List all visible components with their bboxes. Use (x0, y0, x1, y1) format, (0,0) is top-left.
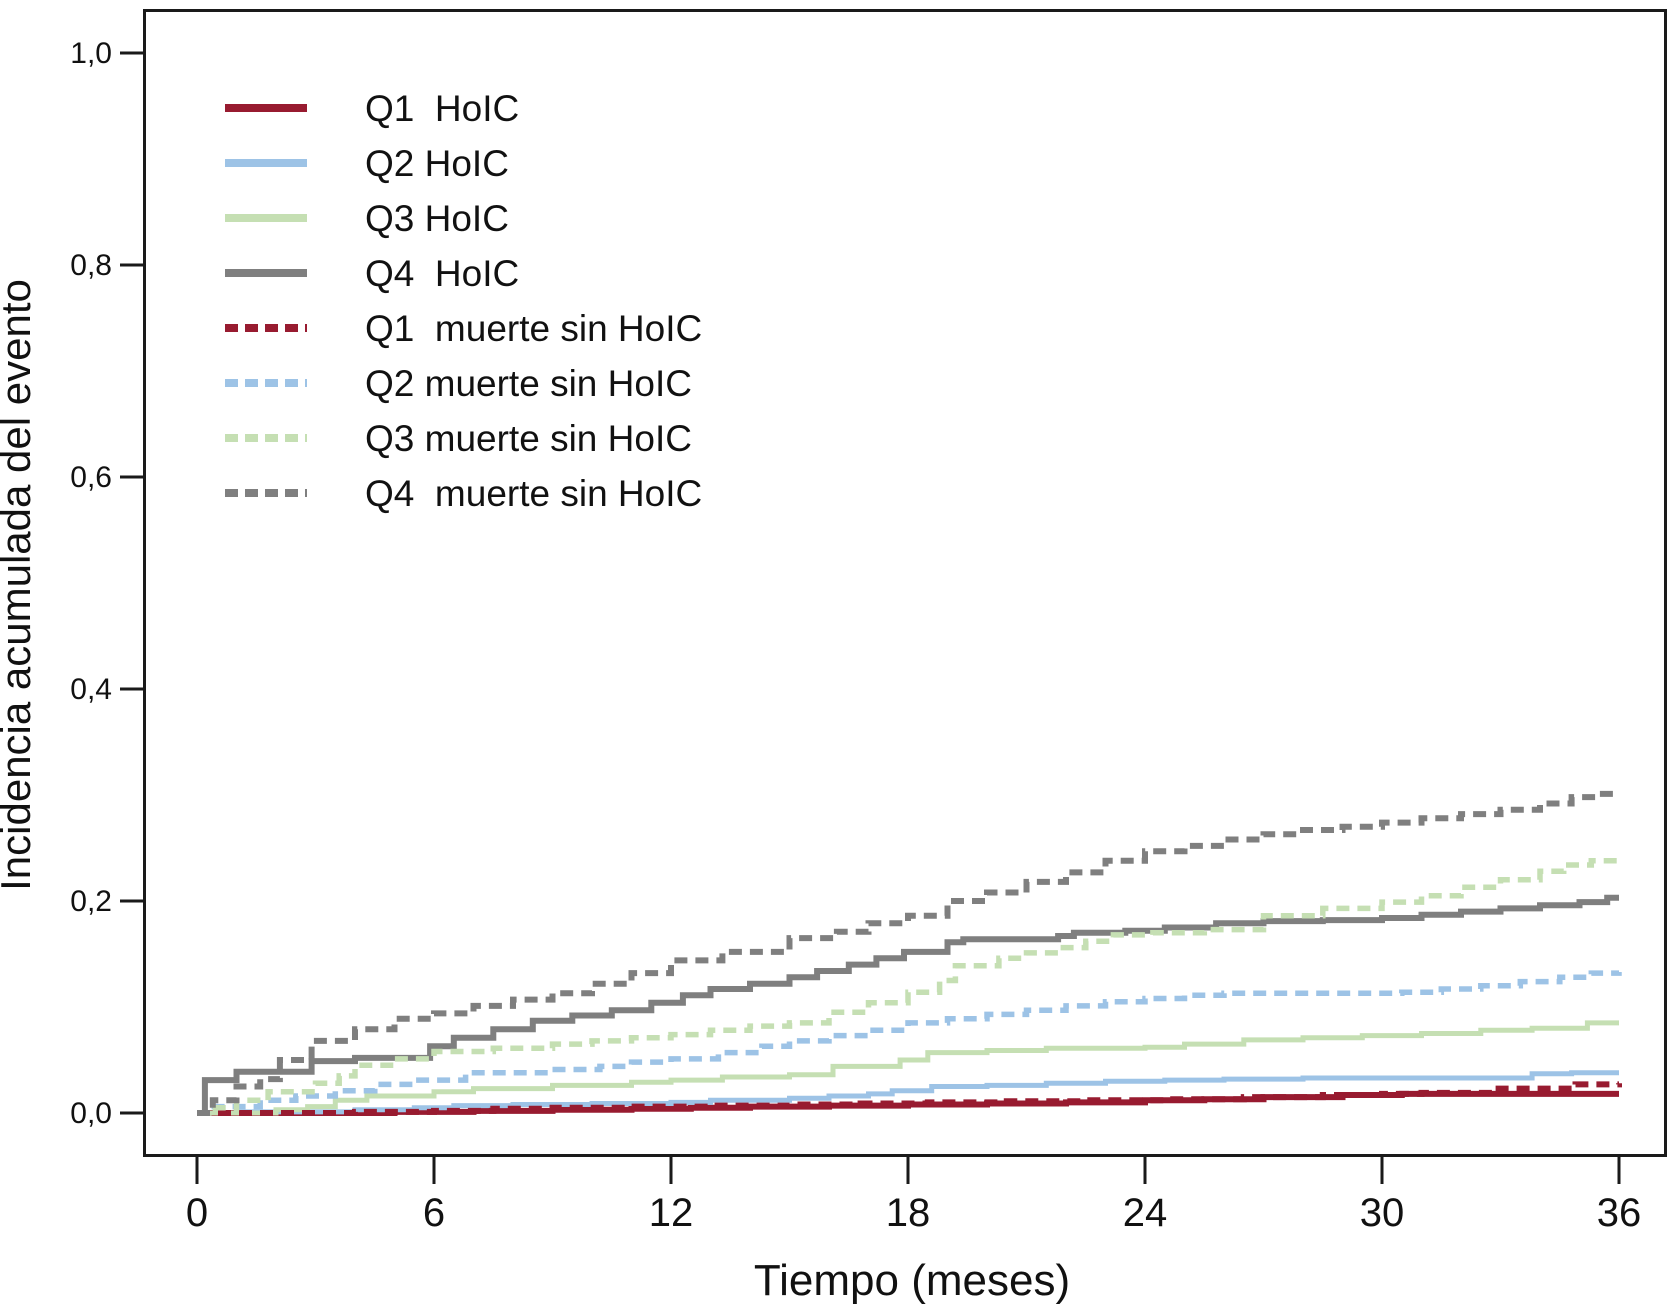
y-tick-label: 0,2 (70, 885, 112, 918)
series-q4-hoic-line (197, 894, 1619, 1116)
x-axis-ticks: 0 6 12 18 24 30 36 (186, 1156, 1641, 1235)
legend-label: Q4 HoIC (365, 253, 519, 294)
y-tick-label: 1,0 (70, 37, 112, 70)
y-tick-label: 0,6 (70, 461, 112, 494)
legend-item-4: Q4 HoIC (225, 253, 519, 294)
legend-item-1: Q1 HoIC (225, 88, 519, 129)
y-axis-title: Incidencia acumulada del evento (0, 279, 39, 891)
y-tick-label: 0,0 (70, 1097, 112, 1130)
x-tick-label: 30 (1360, 1191, 1405, 1235)
legend-item-3: Q3 HoIC (225, 198, 509, 239)
x-tick-label: 18 (886, 1191, 931, 1235)
legend-label: Q2 muerte sin HoIC (365, 363, 692, 404)
x-tick-label: 12 (649, 1191, 694, 1235)
y-tick-label: 0,4 (70, 673, 112, 706)
legend-item-6: Q2 muerte sin HoIC (225, 363, 692, 404)
x-tick-label: 36 (1597, 1191, 1642, 1235)
x-tick-label: 0 (186, 1191, 208, 1235)
series-q2-muerte-line (197, 970, 1622, 1116)
series-q3-muerte-line (197, 857, 1622, 1116)
x-tick-label: 6 (423, 1191, 445, 1235)
y-axis-ticks: 0,0 0,2 0,4 0,6 0,8 1,0 (70, 37, 144, 1130)
legend-label: Q1 muerte sin HoIC (365, 308, 702, 349)
series-q1-muerte-line (197, 1081, 1622, 1116)
legend-label: Q4 muerte sin HoIC (365, 473, 702, 514)
legend-label: Q3 muerte sin HoIC (365, 418, 692, 459)
series-q4-muerte-line (197, 790, 1622, 1116)
legend-item-8: Q4 muerte sin HoIC (225, 473, 702, 514)
legend-item-2: Q2 HoIC (225, 143, 509, 184)
y-tick-label: 0,8 (70, 249, 112, 282)
legend: Q1 HoIC Q2 HoIC Q3 HoIC Q4 HoIC Q1 muerte si… (225, 88, 702, 514)
legend-label: Q1 HoIC (365, 88, 519, 129)
legend-label: Q3 HoIC (365, 198, 509, 239)
series-q2-hoic-line (197, 1070, 1619, 1116)
series-q3-hoic-line (197, 1020, 1619, 1116)
series-lines (197, 790, 1622, 1116)
legend-item-7: Q3 muerte sin HoIC (225, 418, 692, 459)
x-tick-label: 24 (1123, 1191, 1168, 1235)
plot-border (143, 9, 1667, 1157)
legend-label: Q2 HoIC (365, 143, 509, 184)
x-axis-title: Tiempo (meses) (754, 1256, 1070, 1305)
legend-item-5: Q1 muerte sin HoIC (225, 308, 702, 349)
